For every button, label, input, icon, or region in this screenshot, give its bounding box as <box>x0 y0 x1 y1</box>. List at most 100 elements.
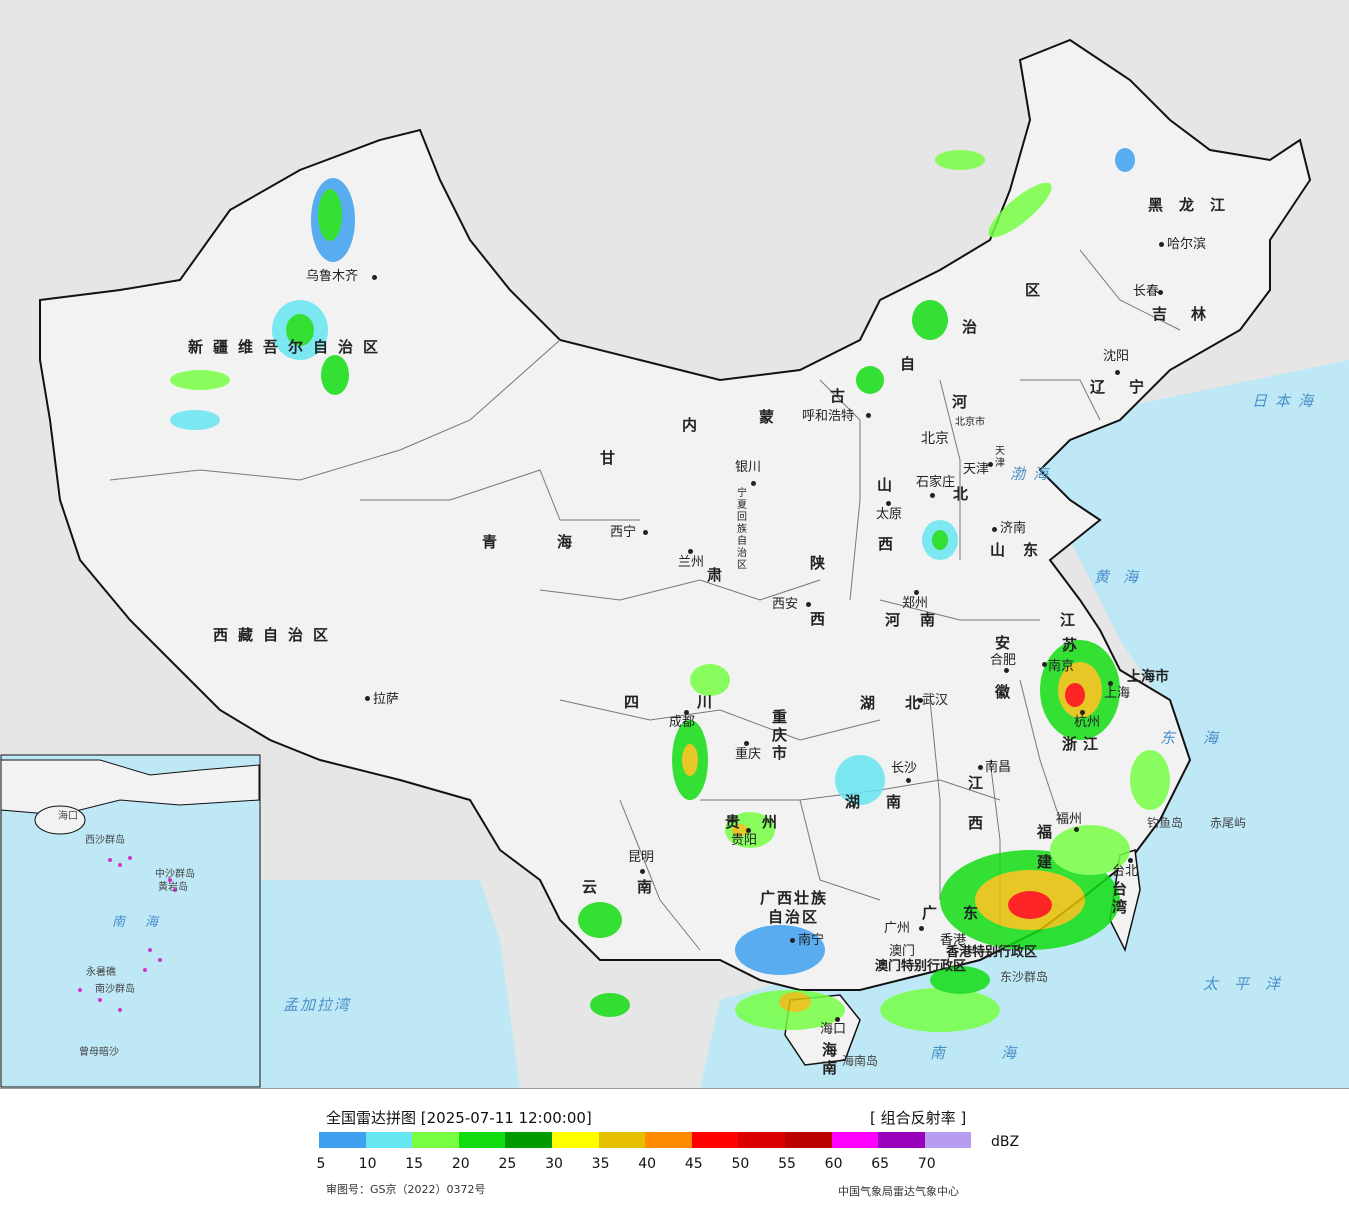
city-dot <box>919 926 924 931</box>
region-macao: 澳门特别行政区 <box>875 959 967 974</box>
city-yinchuan: 银川 <box>735 460 762 475</box>
region-hongkong: 香港特别行政区 <box>946 945 1038 960</box>
city-changchun: 长春 <box>1133 284 1160 299</box>
legend-tick-label: 5 <box>316 1156 326 1172</box>
city-taiyuan: 太原 <box>876 507 903 522</box>
city-dot <box>1004 668 1009 673</box>
province-beijing: 北京市 <box>955 417 985 428</box>
province-jiangxi-1: 江 <box>968 774 994 792</box>
province-xinjiang: 新疆维吾尔自治区 <box>188 338 389 356</box>
legend-tick-label: 45 <box>684 1156 703 1172</box>
organization-name: 中国气象局雷达气象中心 <box>838 1185 959 1198</box>
legend-swatch <box>412 1132 459 1148</box>
color-scale-bar <box>319 1132 972 1148</box>
city-dot <box>640 869 645 874</box>
sea-bohai: 渤海 <box>1010 465 1057 483</box>
city-dot <box>1115 370 1120 375</box>
city-dot <box>643 530 648 535</box>
city-dot <box>1042 662 1047 667</box>
province-jilin: 吉林 <box>1152 305 1231 323</box>
inset-south-sea: 南海 <box>112 915 179 930</box>
city-hohhot: 呼和浩特 <box>802 409 855 424</box>
city-dot <box>806 602 811 607</box>
city-beijing: 北京 <box>921 431 949 447</box>
legend-swatch <box>319 1132 366 1148</box>
city-lanzhou: 兰州 <box>678 555 705 570</box>
province-borders <box>109 249 1181 951</box>
province-jiangxi-2: 西 <box>968 814 994 832</box>
city-dot <box>978 765 983 770</box>
sea-bengal: 孟加拉湾 <box>283 996 352 1014</box>
legend-swatch <box>551 1132 599 1148</box>
city-chengdu: 成都 <box>669 715 696 730</box>
inset-nansha: 南沙群岛 <box>95 984 135 995</box>
city-xian: 西安 <box>772 597 799 612</box>
province-hebei-1: 河 <box>952 393 978 411</box>
city-hefei: 合肥 <box>990 653 1017 668</box>
legend-tick-label: 50 <box>731 1156 750 1172</box>
city-chongqing: 重庆 <box>735 747 762 762</box>
city-dot <box>918 698 923 703</box>
province-neimenggu-6: 区 <box>1025 281 1051 299</box>
city-shenyang: 沈阳 <box>1103 349 1130 364</box>
province-qinghai: 青海 <box>482 533 633 551</box>
city-dot <box>988 462 993 467</box>
island-diaoyu: 钓鱼岛 <box>1147 816 1184 830</box>
province-ningxia: 宁夏回族自治区 <box>737 488 747 571</box>
city-urumqi: 乌鲁木齐 <box>306 269 359 284</box>
inset-islands <box>78 856 177 1012</box>
sea-japan: 日本海 <box>1252 392 1322 410</box>
legend-tick-label: 20 <box>451 1156 470 1172</box>
province-hebei-2: 北 <box>953 485 979 503</box>
province-shanxi-1: 山 <box>877 476 903 494</box>
city-harbin: 哈尔滨 <box>1167 237 1207 252</box>
city-haikou: 海口 <box>820 1022 847 1037</box>
city-changsha: 长沙 <box>891 761 918 776</box>
legend-swatch <box>365 1132 413 1148</box>
city-nanchang: 南昌 <box>985 760 1012 775</box>
province-shanghai: 上海市 <box>1127 669 1169 685</box>
province-guizhou: 贵州 <box>725 813 800 831</box>
province-chongqing: 重庆市 <box>772 708 788 762</box>
radar-map: 新疆维吾尔自治区 西藏自治区 青海 甘 肃 内 蒙 古 自 治 区 黑龙江 吉林… <box>0 0 1349 1088</box>
city-hangzhou: 杭州 <box>1074 715 1101 730</box>
city-dot <box>751 481 756 486</box>
city-dot <box>992 527 997 532</box>
city-jinan: 济南 <box>1000 521 1027 536</box>
legend-swatch <box>924 1132 972 1148</box>
city-shanghai: 上海 <box>1104 686 1131 701</box>
legend-swatch <box>505 1132 552 1148</box>
china-outline <box>39 38 1312 991</box>
city-dot <box>835 1017 840 1022</box>
ocean-shape <box>700 360 1349 1088</box>
province-henan: 河南 <box>885 611 956 629</box>
sea-south: 南海 <box>930 1044 1073 1062</box>
province-taiwan: 台湾 <box>1112 880 1128 916</box>
province-yunnan: 云南 <box>582 878 693 896</box>
approval-number: 审图号：GS京（2022）0372号 <box>326 1183 486 1196</box>
island-chiwei: 赤尾屿 <box>1210 816 1247 830</box>
city-lhasa: 拉萨 <box>373 692 400 707</box>
city-dot <box>930 493 935 498</box>
city-dot <box>1128 858 1133 863</box>
legend-tick-label: 25 <box>498 1156 517 1172</box>
legend-swatch <box>691 1132 739 1148</box>
province-shaanxi-2: 西 <box>810 610 836 628</box>
province-guangxi-1: 广西壮族 <box>760 889 829 907</box>
island-hainan: 海南岛 <box>842 1054 879 1068</box>
legend-tick-label: 60 <box>824 1156 843 1172</box>
city-dot <box>914 590 919 595</box>
city-dot <box>790 938 795 943</box>
sea-pacific: 太平洋 <box>1203 975 1297 993</box>
legend-swatch <box>878 1132 925 1148</box>
map-title: 全国雷达拼图 [2025-07-11 12:00:00] <box>326 1109 592 1127</box>
city-dot <box>1159 242 1164 247</box>
city-dot <box>1074 827 1079 832</box>
island-dongsha: 东沙群岛 <box>1000 970 1049 984</box>
inset-xisha: 西沙群岛 <box>85 835 125 846</box>
inset-huangyan: 黄岩岛 <box>158 882 188 893</box>
map-canvas <box>0 38 1349 1088</box>
inset-yongshu: 永暑礁 <box>86 967 116 978</box>
inset-zhongsha: 中沙群岛 <box>155 869 195 880</box>
city-xining: 西宁 <box>610 525 637 540</box>
